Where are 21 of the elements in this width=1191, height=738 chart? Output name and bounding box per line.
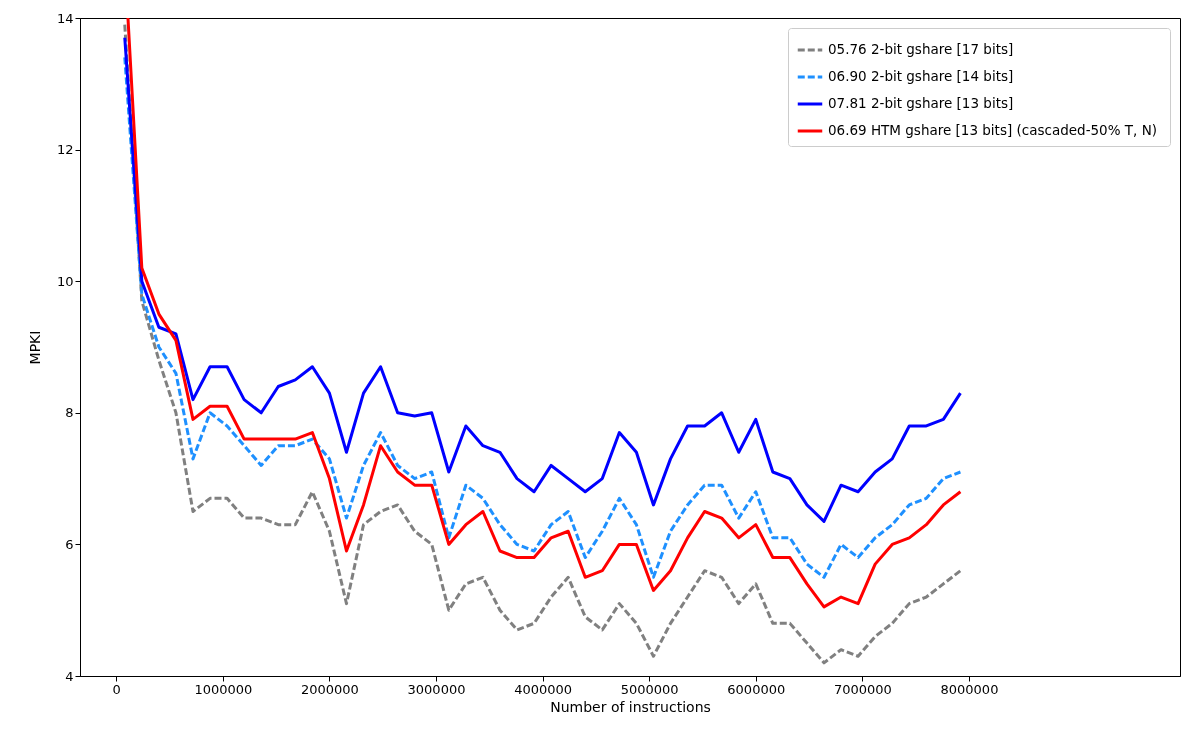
legend-label: 07.81 2-bit gshare [13 bits] [828, 95, 1014, 111]
x-tick-label: 3000000 [407, 681, 466, 697]
legend-label: 05.76 2-bit gshare [17 bits] [828, 41, 1014, 57]
y-tick-label: 14 [56, 10, 74, 26]
x-tick-label: 7000000 [833, 681, 892, 697]
x-tick-label: 1000000 [194, 681, 253, 697]
y-tick-label: 10 [56, 273, 74, 289]
y-tick-label: 12 [56, 142, 74, 158]
legend-label: 06.90 2-bit gshare [14 bits] [828, 68, 1014, 84]
y-axis-title: MPKI [26, 330, 43, 365]
y-tick-label: 6 [65, 536, 74, 552]
x-tick-label: 5000000 [620, 681, 679, 697]
y-tick-label: 4 [65, 668, 74, 684]
x-axis-title: Number of instructions [550, 698, 711, 715]
y-tick-label: 8 [65, 405, 74, 421]
x-tick-label: 8000000 [940, 681, 999, 697]
x-tick-label: 2000000 [300, 681, 359, 697]
x-tick-label: 0 [112, 681, 121, 697]
legend-label: 06.69 HTM gshare [13 bits] (cascaded-50% T, N) [828, 122, 1157, 138]
x-tick-label: 6000000 [727, 681, 786, 697]
x-tick-label: 4000000 [514, 681, 573, 697]
